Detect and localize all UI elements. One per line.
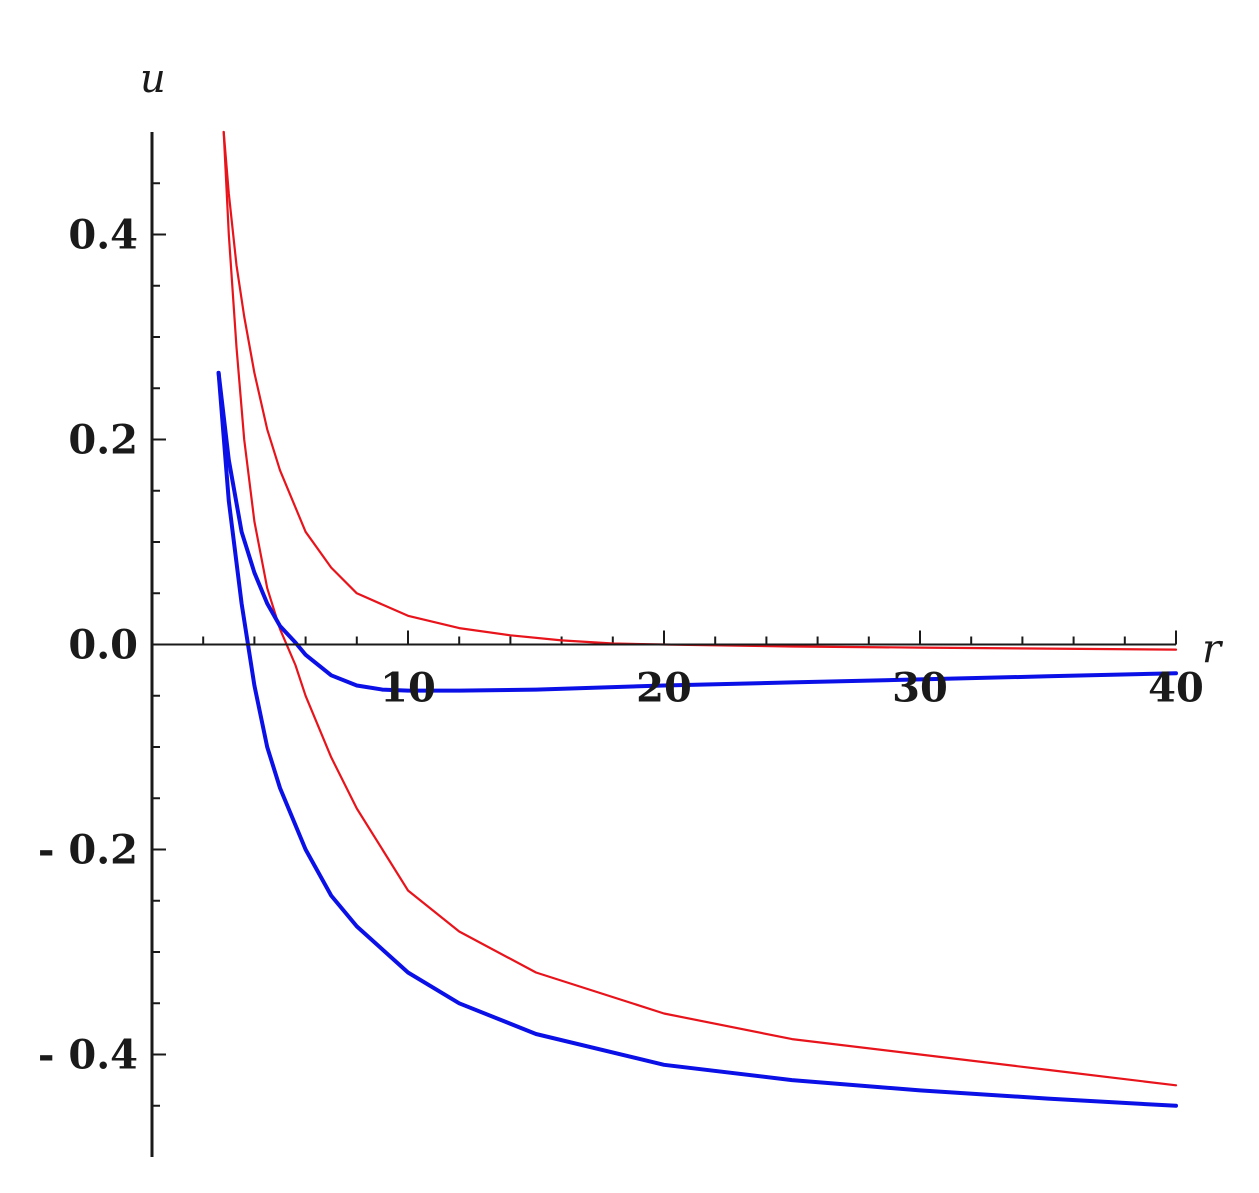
series-layer [216,130,1178,1108]
series-line-4 [216,370,1178,1108]
x-tick-label: 10 [380,665,436,712]
y-tick-label: 0.0 [68,622,138,669]
x-tick-label: 20 [636,665,692,712]
y-tick-label: - 0.2 [38,827,138,874]
series-line-1 [222,130,1178,651]
x-tick-label: 40 [1148,665,1204,712]
y-tick-label: - 0.4 [38,1032,138,1079]
x-tick-label: 30 [892,665,948,712]
series-line-3 [216,370,1178,693]
y-tick-label: 0.2 [68,417,138,464]
y-axis-label: u [140,56,166,102]
series-line-2 [222,130,1178,1087]
labels-layer: 10 20 30 40 0.4 0.2 0.0 - 0.2 - 0.4 [38,212,1204,1079]
ticks-layer [152,182,1177,1107]
y-tick-label: 0.4 [68,212,138,259]
x-axis-label: r [1202,627,1224,673]
